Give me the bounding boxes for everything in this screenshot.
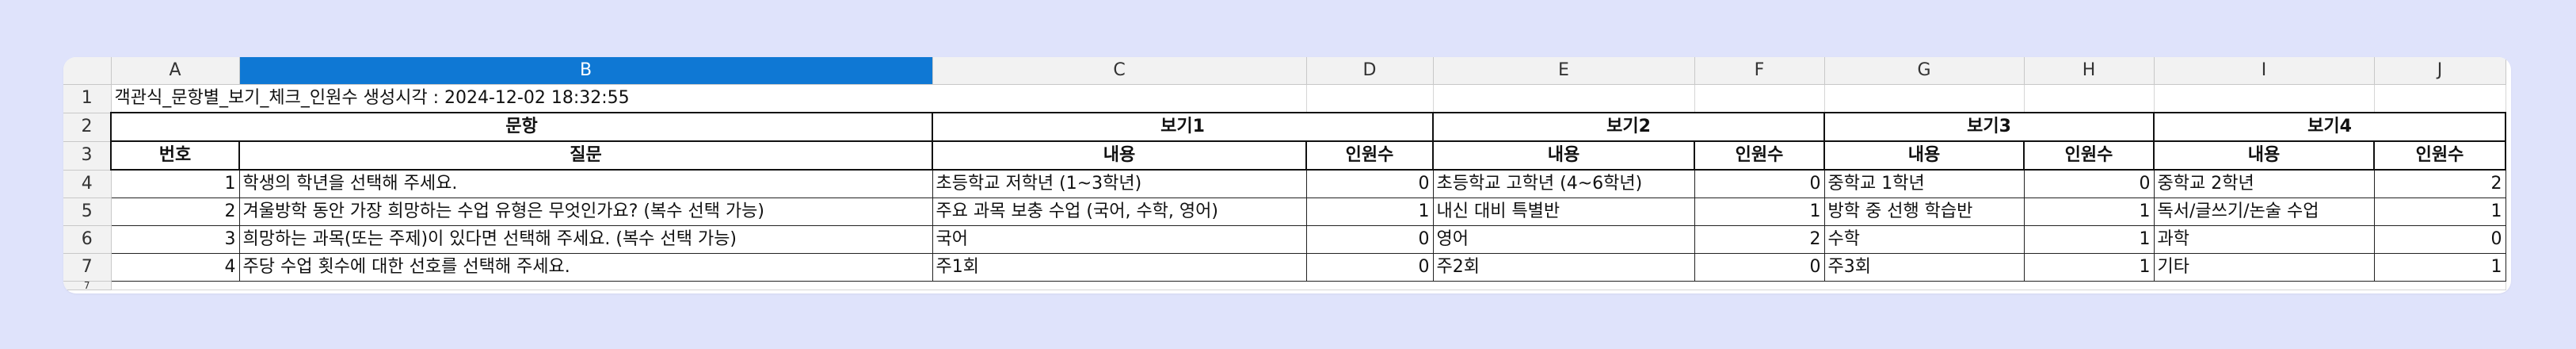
cell-d1[interactable] [1306,84,1434,113]
header-question-group[interactable]: 문항 [110,112,933,142]
cell-f1[interactable] [1694,84,1825,113]
header-content-3[interactable]: 내용 [1823,140,2025,171]
select-all-corner[interactable] [63,57,112,85]
cell-option1-content[interactable]: 초등학교 저학년 (1~3학년) [932,170,1307,198]
header-content-2[interactable]: 내용 [1432,140,1695,171]
cell-option2-content[interactable]: 주2회 [1432,253,1695,282]
cell-option2-count[interactable]: 0 [1694,170,1825,198]
table-row: 4 1 학생의 학년을 선택해 주세요. 초등학교 저학년 (1~3학년) 0 … [63,170,2506,198]
row-header-4[interactable]: 4 [63,170,112,198]
row-header-5[interactable]: 5 [63,198,112,226]
sheet-row-2: 2 문항 보기1 보기2 보기3 보기4 [63,112,2506,142]
title-text: 객관식_문항별_보기_체크_인원수 생성시각 : 2024-12-02 18:3… [114,88,630,108]
cell-option4-count[interactable]: 1 [2373,253,2506,282]
table-row: 7 4 주당 수업 횟수에 대한 선호를 선택해 주세요. 주1회 0 주2회 … [63,253,2506,282]
header-number[interactable]: 번호 [110,140,240,171]
cell-option4-content[interactable]: 과학 [2153,225,2375,254]
header-question[interactable]: 질문 [238,140,933,171]
row-header-2[interactable]: 2 [63,113,112,142]
column-header-e[interactable]: E [1433,57,1695,85]
spreadsheet-grid[interactable]: A B C D E F G H I J 1 객관식_문항별_보기_체크_인원수 … [63,57,2506,290]
cell-option1-content[interactable]: 주1회 [932,253,1307,282]
cell-option1-count[interactable]: 0 [1305,225,1434,254]
column-header-c[interactable]: C [932,57,1307,85]
cell-option3-content[interactable]: 방학 중 선행 학습반 [1823,198,2025,226]
cell-a1-title[interactable]: 객관식_문항별_보기_체크_인원수 생성시각 : 2024-12-02 18:3… [111,84,1307,113]
cell-option3-content[interactable]: 중학교 1학년 [1823,170,2025,198]
cell-option1-count[interactable]: 0 [1305,170,1434,198]
header-count-3[interactable]: 인원수 [2023,140,2155,171]
cell-option2-content[interactable]: 초등학교 고학년 (4~6학년) [1432,170,1695,198]
column-header-b[interactable]: B [239,57,933,85]
cell-h1[interactable] [2024,84,2155,113]
cell-option4-count[interactable]: 0 [2373,225,2506,254]
header-count-2[interactable]: 인원수 [1694,140,1825,171]
cell-option1-count[interactable]: 0 [1305,253,1434,282]
cell-option3-count[interactable]: 1 [2023,198,2155,226]
header-count-1[interactable]: 인원수 [1305,140,1434,171]
header-content-4[interactable]: 내용 [2153,140,2375,171]
cell-option2-count[interactable]: 0 [1694,253,1825,282]
cell-option4-content[interactable]: 독서/글쓰기/논술 수업 [2153,198,2375,226]
cell-option4-count[interactable]: 1 [2373,198,2506,226]
row-header-3[interactable]: 3 [63,141,112,171]
cell-option1-content[interactable]: 국어 [932,225,1307,254]
cell-question[interactable]: 겨울방학 동안 가장 희망하는 수업 유형은 무엇인가요? (복수 선택 가능) [238,198,933,226]
cell-question[interactable]: 학생의 학년을 선택해 주세요. [238,170,933,198]
cell-option1-content[interactable]: 주요 과목 보충 수업 (국어, 수학, 영어) [932,198,1307,226]
cell-option3-count[interactable]: 1 [2023,253,2155,282]
row-header-7[interactable]: 7 [63,253,112,282]
header-content-1[interactable]: 내용 [932,140,1307,171]
spreadsheet-window: A B C D E F G H I J 1 객관식_문항별_보기_체크_인원수 … [63,57,2511,293]
cell-number[interactable]: 3 [110,225,240,254]
cell-option3-content[interactable]: 수학 [1823,225,2025,254]
cell-number[interactable]: 2 [110,198,240,226]
cell-partial-row[interactable] [111,281,2506,290]
cell-j1[interactable] [2374,84,2506,113]
cell-i1[interactable] [2154,84,2375,113]
cell-option2-content[interactable]: 영어 [1432,225,1695,254]
cell-e1[interactable] [1433,84,1695,113]
column-header-h[interactable]: H [2024,57,2155,85]
cell-option2-content[interactable]: 내신 대비 특별반 [1432,198,1695,226]
cell-option3-count[interactable]: 0 [2023,170,2155,198]
cell-g1[interactable] [1824,84,2025,113]
cell-option4-content[interactable]: 기타 [2153,253,2375,282]
cell-number[interactable]: 1 [110,170,240,198]
header-option4[interactable]: 보기4 [2153,112,2506,142]
sheet-row-partial: 7 [63,281,2506,290]
cell-option3-count[interactable]: 1 [2023,225,2155,254]
cell-option2-count[interactable]: 1 [1694,198,1825,226]
cell-option1-count[interactable]: 1 [1305,198,1434,226]
table-row: 5 2 겨울방학 동안 가장 희망하는 수업 유형은 무엇인가요? (복수 선택… [63,198,2506,226]
cell-option2-count[interactable]: 2 [1694,225,1825,254]
cell-question[interactable]: 희망하는 과목(또는 주제)이 있다면 선택해 주세요. (복수 선택 가능) [238,225,933,254]
row-header-1[interactable]: 1 [63,84,112,113]
column-header-j[interactable]: J [2374,57,2506,85]
header-option1[interactable]: 보기1 [932,112,1434,142]
row-header-partial[interactable]: 7 [63,281,112,290]
cell-option4-count[interactable]: 2 [2373,170,2506,198]
row-header-6[interactable]: 6 [63,225,112,254]
cell-question[interactable]: 주당 수업 횟수에 대한 선호를 선택해 주세요. [238,253,933,282]
sheet-row-3: 3 번호 질문 내용 인원수 내용 인원수 내용 인원수 내용 인원수 [63,140,2506,171]
cell-option4-content[interactable]: 중학교 2학년 [2153,170,2375,198]
cell-option3-content[interactable]: 주3회 [1823,253,2025,282]
table-row: 6 3 희망하는 과목(또는 주제)이 있다면 선택해 주세요. (복수 선택 … [63,225,2506,254]
column-header-g[interactable]: G [1824,57,2025,85]
column-header-d[interactable]: D [1306,57,1434,85]
column-header-a[interactable]: A [111,57,240,85]
column-header-f[interactable]: F [1694,57,1825,85]
sheet-row-1: 1 객관식_문항별_보기_체크_인원수 생성시각 : 2024-12-02 18… [63,84,2506,113]
header-option2[interactable]: 보기2 [1432,112,1825,142]
header-count-4[interactable]: 인원수 [2373,140,2506,171]
column-header-row: A B C D E F G H I J [63,57,2506,85]
column-header-i[interactable]: I [2154,57,2375,85]
header-option3[interactable]: 보기3 [1823,112,2155,142]
cell-number[interactable]: 4 [110,253,240,282]
